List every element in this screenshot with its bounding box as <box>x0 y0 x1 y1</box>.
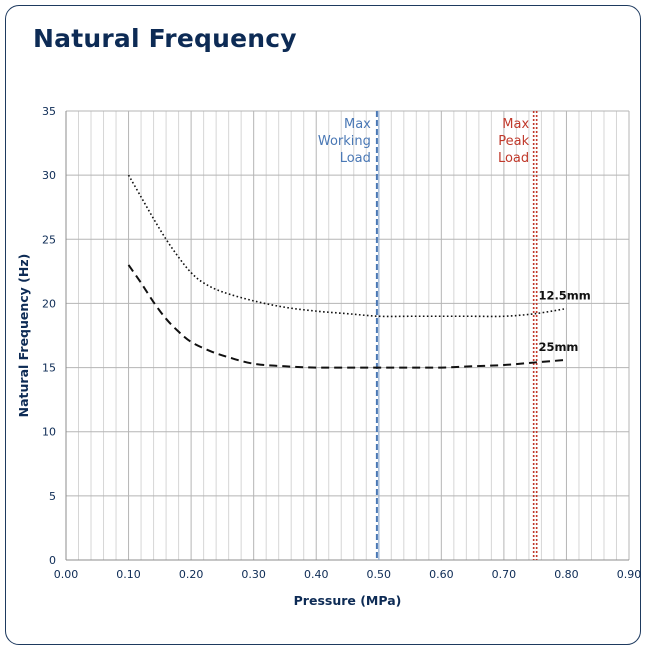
x-tick-label: 0.00 <box>54 568 79 581</box>
y-tick-label: 25 <box>42 233 56 246</box>
series-label: 25mm <box>538 340 578 354</box>
marker-lines: Max Working Load Max Peak Load <box>318 111 538 560</box>
marker-label: Working <box>318 134 371 149</box>
grid <box>65 110 630 561</box>
chart-card <box>5 5 641 645</box>
series-line-0 <box>127 174 567 318</box>
y-tick-label: 20 <box>42 297 56 310</box>
series-lines: 12.5mm 25mm <box>127 174 591 369</box>
tick-labels: 0.00 0.10 0.20 0.30 0.40 0.50 0.60 0.70 0.80 0.90… <box>42 105 641 581</box>
marker-label: Load <box>498 151 529 166</box>
page-title: Natural Frequency <box>33 24 297 53</box>
x-tick-label: 0.90 <box>617 568 642 581</box>
y-tick-label: 30 <box>42 169 56 182</box>
x-tick-label: 0.40 <box>304 568 329 581</box>
x-tick-label: 0.30 <box>241 568 266 581</box>
y-tick-label: 35 <box>42 105 56 118</box>
y-axis-label: Natural Frequency (Hz) <box>16 254 31 418</box>
marker-label: Max <box>502 117 529 132</box>
marker-label: Load <box>340 151 371 166</box>
y-tick-label: 5 <box>49 490 56 503</box>
x-tick-label: 0.60 <box>429 568 454 581</box>
y-tick-label: 10 <box>42 426 56 439</box>
x-tick-label: 0.10 <box>116 568 141 581</box>
x-tick-label: 0.80 <box>554 568 579 581</box>
x-tick-label: 0.70 <box>492 568 517 581</box>
series-line-1 <box>127 264 567 369</box>
y-tick-label: 15 <box>42 362 56 375</box>
x-tick-label: 0.50 <box>367 568 392 581</box>
series-label: 12.5mm <box>538 289 590 303</box>
marker-label: Max <box>344 117 371 132</box>
x-tick-label: 0.20 <box>179 568 204 581</box>
x-axis-label: Pressure (MPa) <box>294 593 402 608</box>
y-tick-label: 0 <box>49 554 56 567</box>
marker-label: Peak <box>498 134 529 149</box>
